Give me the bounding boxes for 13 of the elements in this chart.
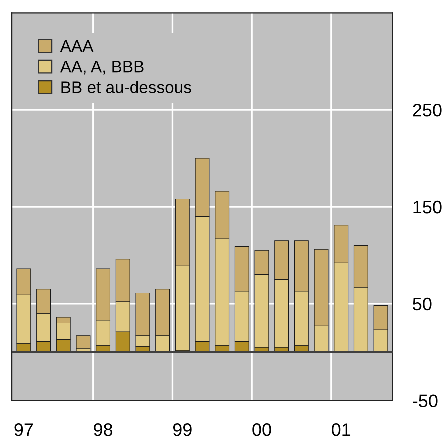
x-tick-label: 00	[252, 424, 272, 436]
y-tick-label: 250	[413, 104, 442, 117]
x-tick-label: 97	[14, 424, 34, 436]
x-tick-label: 01	[332, 424, 351, 436]
x-tick-label: 98	[94, 424, 113, 436]
y-tick-label: 50	[413, 298, 432, 311]
bar	[76, 336, 91, 349]
legend-label: AA, A, BBB	[60, 61, 144, 75]
x-tick-label: 99	[173, 424, 192, 436]
legend-label: BB et au-dessous	[62, 81, 192, 94]
y-tick-label: 150	[414, 200, 442, 214]
legend-label: AAA	[60, 40, 94, 52]
y-tick-label: -50	[413, 394, 438, 408]
